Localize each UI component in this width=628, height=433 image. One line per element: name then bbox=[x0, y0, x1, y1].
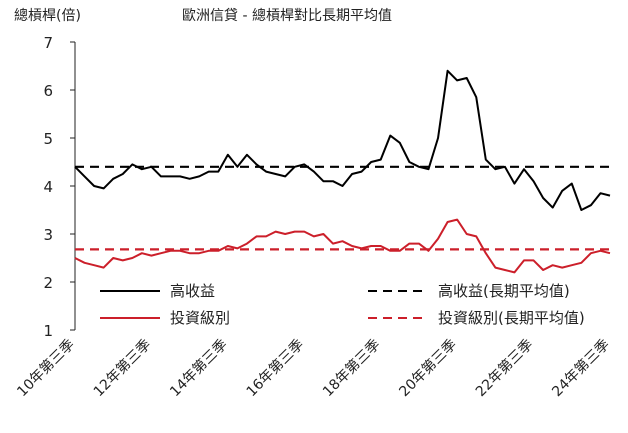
x-tick-label: 14年第三季 bbox=[166, 336, 230, 400]
x-tick-label: 24年第三季 bbox=[549, 336, 613, 400]
y-tick-label: 4 bbox=[43, 178, 53, 196]
x-tick-label: 20年第三季 bbox=[396, 336, 460, 400]
y-tick-label: 7 bbox=[43, 34, 53, 52]
legend-label-0: 高收益 bbox=[170, 282, 215, 300]
x-tick-label: 10年第三季 bbox=[14, 336, 78, 400]
legend-label-2: 投資級別 bbox=[170, 309, 230, 327]
y-tick-label: 1 bbox=[43, 322, 53, 340]
x-tick-label: 16年第三季 bbox=[243, 336, 307, 400]
y-tick-label: 3 bbox=[43, 226, 53, 244]
chart-title: 歐洲信貸 - 總槓桿對比長期平均值 bbox=[182, 7, 392, 24]
y-axis-label: 總槓桿(倍) bbox=[14, 7, 81, 24]
axes: 1 2 3 4 5 6 7 10年第三季 12年第三季 14年第三季 16年第三季 18年第三季 20年… bbox=[14, 34, 613, 400]
legend: 高收益 高收益(長期平均值) 投資級別 投資級別(長期平均值) bbox=[100, 282, 585, 327]
x-tick-label: 22年第三季 bbox=[472, 336, 536, 400]
x-tick-label: 12年第三季 bbox=[90, 336, 154, 400]
legend-label-1: 高收益(長期平均值) bbox=[438, 282, 570, 300]
x-tick-label: 18年第三季 bbox=[319, 336, 383, 400]
series-line-2 bbox=[74, 218, 611, 274]
legend-label-3: 投資級別(長期平均值) bbox=[438, 309, 585, 327]
series-line-0 bbox=[74, 69, 611, 211]
y-tick-label: 6 bbox=[43, 82, 53, 100]
y-tick-label: 5 bbox=[43, 130, 53, 148]
y-tick-label: 2 bbox=[43, 274, 53, 292]
series-lines bbox=[74, 69, 611, 274]
